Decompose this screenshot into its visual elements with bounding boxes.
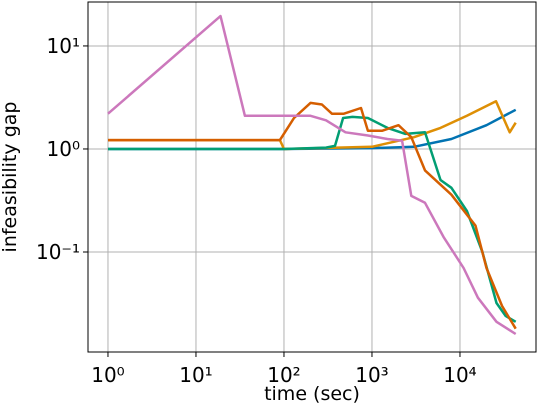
x-tick-label: 10² [267,363,300,387]
plot-frame [87,1,537,353]
y-tick-label: 10¹ [47,34,80,58]
x-tick-label: 10¹ [179,363,212,387]
x-axis-label: time (sec) [264,383,360,405]
grid [88,2,536,352]
y-tick-label: 10⁻¹ [36,240,80,264]
series-line [108,100,517,151]
series-line [108,115,517,323]
x-tick-label: 10⁴ [443,363,476,387]
x-tick-label: 10³ [355,363,388,387]
y-axis-label: infeasibility gap [0,102,21,253]
series-line [108,101,517,330]
x-tick-label: 10⁰ [91,363,124,387]
series-line [107,14,517,336]
y-tick-label: 10⁰ [47,137,80,161]
